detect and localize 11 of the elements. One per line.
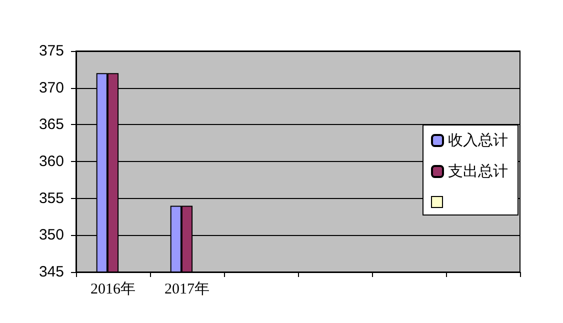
x-tick-label: 2016年	[90, 280, 136, 298]
y-tick-label: 375	[38, 42, 64, 60]
y-tick-label: 350	[38, 226, 64, 244]
y-tick-label: 355	[38, 190, 64, 207]
y-tick-label: 360	[38, 153, 64, 170]
legend-label: 支出总计	[448, 163, 508, 180]
x-tick-label: 2017年	[164, 280, 210, 298]
y-tick-label: 365	[38, 116, 64, 134]
y-tick-label: 370	[38, 79, 64, 96]
y-tick-label: 345	[38, 264, 64, 280]
legend-label: 收入总计	[448, 132, 508, 149]
